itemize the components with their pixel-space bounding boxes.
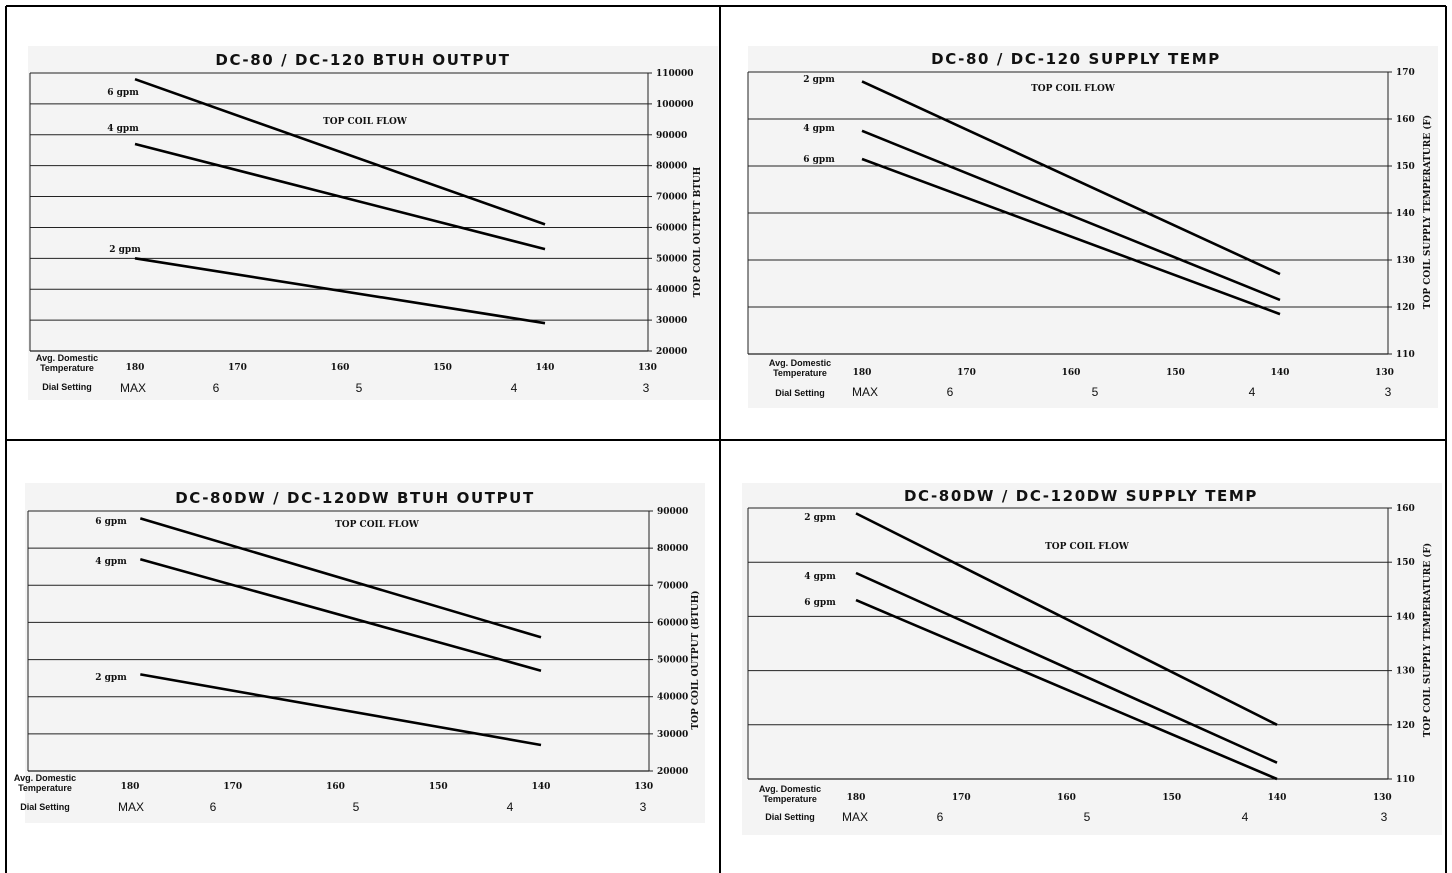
panel-frame: [0, 0, 1452, 873]
chart-grid: DC-80 / DC-120 BTUH OUTPUT 110000 100000 90…: [0, 0, 1452, 873]
